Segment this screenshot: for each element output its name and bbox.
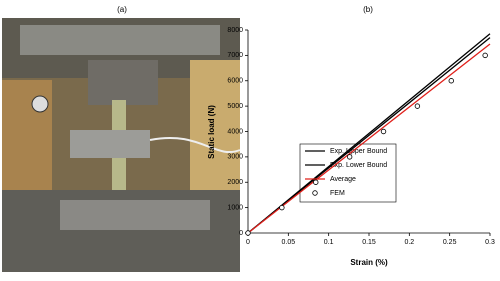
upper-grip — [20, 25, 220, 55]
legend-label: FEM — [330, 190, 345, 197]
y-tick-label: 5000 — [227, 103, 243, 110]
lower-plate — [60, 200, 210, 230]
data-point — [313, 179, 319, 185]
y-tick-label: 4000 — [227, 128, 243, 135]
y-tick-label: 3000 — [227, 154, 243, 161]
x-tick-label: 0.25 — [443, 239, 457, 246]
y-tick-label: 6000 — [227, 78, 243, 85]
y-tick-label: 8000 — [227, 27, 243, 34]
y-tick-label: 7000 — [227, 52, 243, 59]
x-axis-label: Strain (%) — [350, 258, 388, 267]
data-point — [414, 103, 421, 109]
y-tick-label: 1000 — [227, 204, 243, 211]
machine-right — [190, 60, 240, 210]
chart-title: (b) — [363, 5, 373, 14]
grip-block — [88, 60, 158, 105]
y-tick-label: 0 — [239, 230, 243, 237]
x-tick-label: 0.05 — [282, 239, 296, 246]
x-tick-label: 0 — [246, 239, 250, 246]
extensometer — [70, 130, 150, 158]
data-point — [380, 128, 387, 135]
legend-swatch — [312, 190, 318, 196]
photo: (a) — [2, 5, 241, 272]
data-point — [245, 230, 251, 236]
gauge — [31, 95, 49, 113]
data-point — [346, 154, 353, 160]
legend-label: Exp. Lower Bound — [330, 162, 387, 169]
x-tick-label: 0.2 — [404, 239, 414, 246]
series-line — [247, 37, 491, 234]
cable — [149, 137, 241, 153]
photo-label: (a) — [117, 5, 127, 14]
y-axis-label: Static load (N) — [207, 105, 216, 159]
series-line — [247, 43, 491, 234]
x-tick-label: 0.3 — [485, 239, 495, 246]
y-tick-label: 2000 — [227, 179, 243, 186]
data-point — [448, 78, 454, 84]
data-point — [482, 52, 488, 59]
x-tick-label: 0.15 — [362, 239, 376, 246]
x-tick-label: 0.1 — [324, 239, 334, 246]
legend-label: Average — [330, 176, 356, 183]
machine-left — [2, 80, 52, 190]
legend-label: Exp. Upper Bound — [330, 148, 387, 155]
data-point — [279, 204, 285, 211]
